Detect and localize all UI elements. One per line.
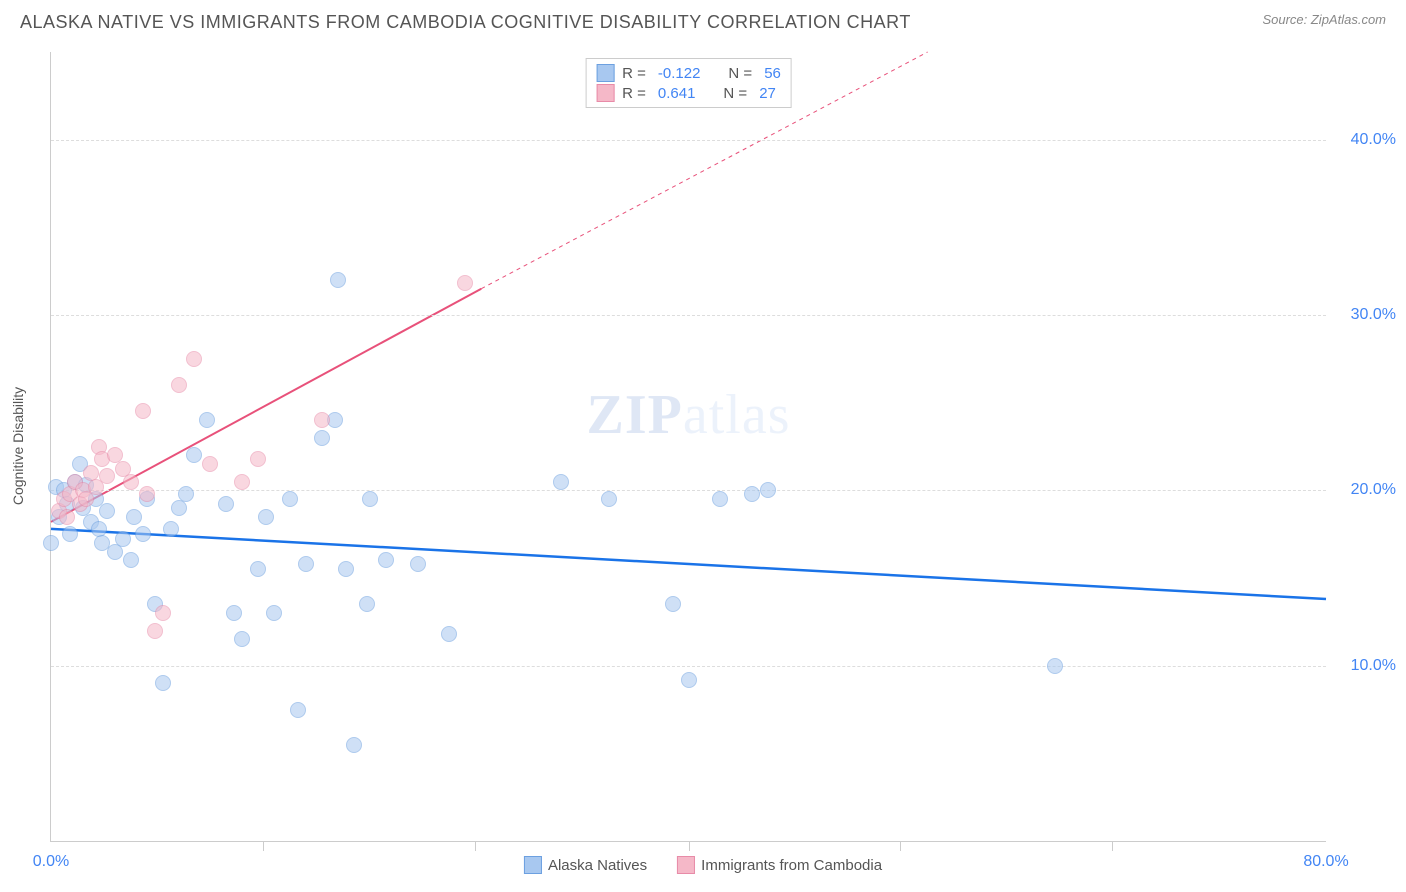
data-point xyxy=(250,561,266,577)
data-point xyxy=(744,486,760,502)
legend-item-series1: Alaska Natives xyxy=(524,856,647,874)
data-point xyxy=(338,561,354,577)
data-point xyxy=(441,626,457,642)
legend-label-series2: Immigrants from Cambodia xyxy=(701,857,882,874)
legend-label-series1: Alaska Natives xyxy=(548,857,647,874)
watermark: ZIPatlas xyxy=(587,383,791,447)
data-point xyxy=(250,451,266,467)
trend-line xyxy=(51,529,1326,599)
bottom-legend: Alaska Natives Immigrants from Cambodia xyxy=(524,856,882,874)
data-point xyxy=(155,675,171,691)
x-tick xyxy=(689,841,690,851)
data-point xyxy=(171,500,187,516)
data-point xyxy=(665,596,681,612)
data-point xyxy=(346,737,362,753)
data-point xyxy=(282,491,298,507)
data-point xyxy=(378,552,394,568)
data-point xyxy=(202,456,218,472)
data-point xyxy=(234,474,250,490)
stats-row-series1: R = -0.122 N = 56 xyxy=(596,63,781,83)
data-point xyxy=(218,496,234,512)
chart-plot-area: ZIPatlas R = -0.122 N = 56 R = 0.641 N =… xyxy=(50,52,1326,842)
data-point xyxy=(1047,658,1063,674)
y-tick-label: 40.0% xyxy=(1351,131,1396,149)
data-point xyxy=(330,272,346,288)
data-point xyxy=(123,552,139,568)
data-point xyxy=(410,556,426,572)
data-point xyxy=(147,623,163,639)
data-point xyxy=(186,351,202,367)
x-tick xyxy=(263,841,264,851)
stats-row-series2: R = 0.641 N = 27 xyxy=(596,83,781,103)
data-point xyxy=(226,605,242,621)
chart-title: ALASKA NATIVE VS IMMIGRANTS FROM CAMBODI… xyxy=(20,12,911,33)
y-tick-label: 10.0% xyxy=(1351,657,1396,675)
grid-line xyxy=(51,666,1326,667)
data-point xyxy=(760,482,776,498)
data-point xyxy=(266,605,282,621)
stats-legend-box: R = -0.122 N = 56 R = 0.641 N = 27 xyxy=(585,58,792,108)
data-point xyxy=(553,474,569,490)
data-point xyxy=(186,447,202,463)
swatch-series1-icon xyxy=(524,856,542,874)
grid-line xyxy=(51,490,1326,491)
grid-line xyxy=(51,315,1326,316)
data-point xyxy=(123,474,139,490)
data-point xyxy=(359,596,375,612)
data-point xyxy=(43,535,59,551)
data-point xyxy=(290,702,306,718)
data-point xyxy=(314,430,330,446)
y-tick-label: 20.0% xyxy=(1351,481,1396,499)
data-point xyxy=(362,491,378,507)
data-point xyxy=(139,486,155,502)
data-point xyxy=(115,531,131,547)
y-tick-label: 30.0% xyxy=(1351,306,1396,324)
x-tick xyxy=(1112,841,1113,851)
data-point xyxy=(126,509,142,525)
data-point xyxy=(135,526,151,542)
source-label: Source: ZipAtlas.com xyxy=(1262,12,1386,27)
x-tick xyxy=(475,841,476,851)
data-point xyxy=(178,486,194,502)
data-point xyxy=(99,468,115,484)
data-point xyxy=(99,503,115,519)
data-point xyxy=(199,412,215,428)
x-tick-label: 80.0% xyxy=(1303,853,1348,871)
data-point xyxy=(163,521,179,537)
data-point xyxy=(234,631,250,647)
data-point xyxy=(59,509,75,525)
data-point xyxy=(601,491,617,507)
data-point xyxy=(135,403,151,419)
x-tick xyxy=(900,841,901,851)
data-point xyxy=(155,605,171,621)
y-axis-label: Cognitive Disability xyxy=(10,387,26,505)
legend-item-series2: Immigrants from Cambodia xyxy=(677,856,882,874)
swatch-series2-icon xyxy=(677,856,695,874)
grid-line xyxy=(51,140,1326,141)
data-point xyxy=(171,377,187,393)
trend-line xyxy=(51,289,481,522)
data-point xyxy=(298,556,314,572)
data-point xyxy=(258,509,274,525)
swatch-series1 xyxy=(596,64,614,82)
data-point xyxy=(712,491,728,507)
data-point xyxy=(314,412,330,428)
x-tick-label: 0.0% xyxy=(33,853,69,871)
data-point xyxy=(681,672,697,688)
swatch-series2 xyxy=(596,84,614,102)
data-point xyxy=(62,526,78,542)
data-point xyxy=(457,275,473,291)
